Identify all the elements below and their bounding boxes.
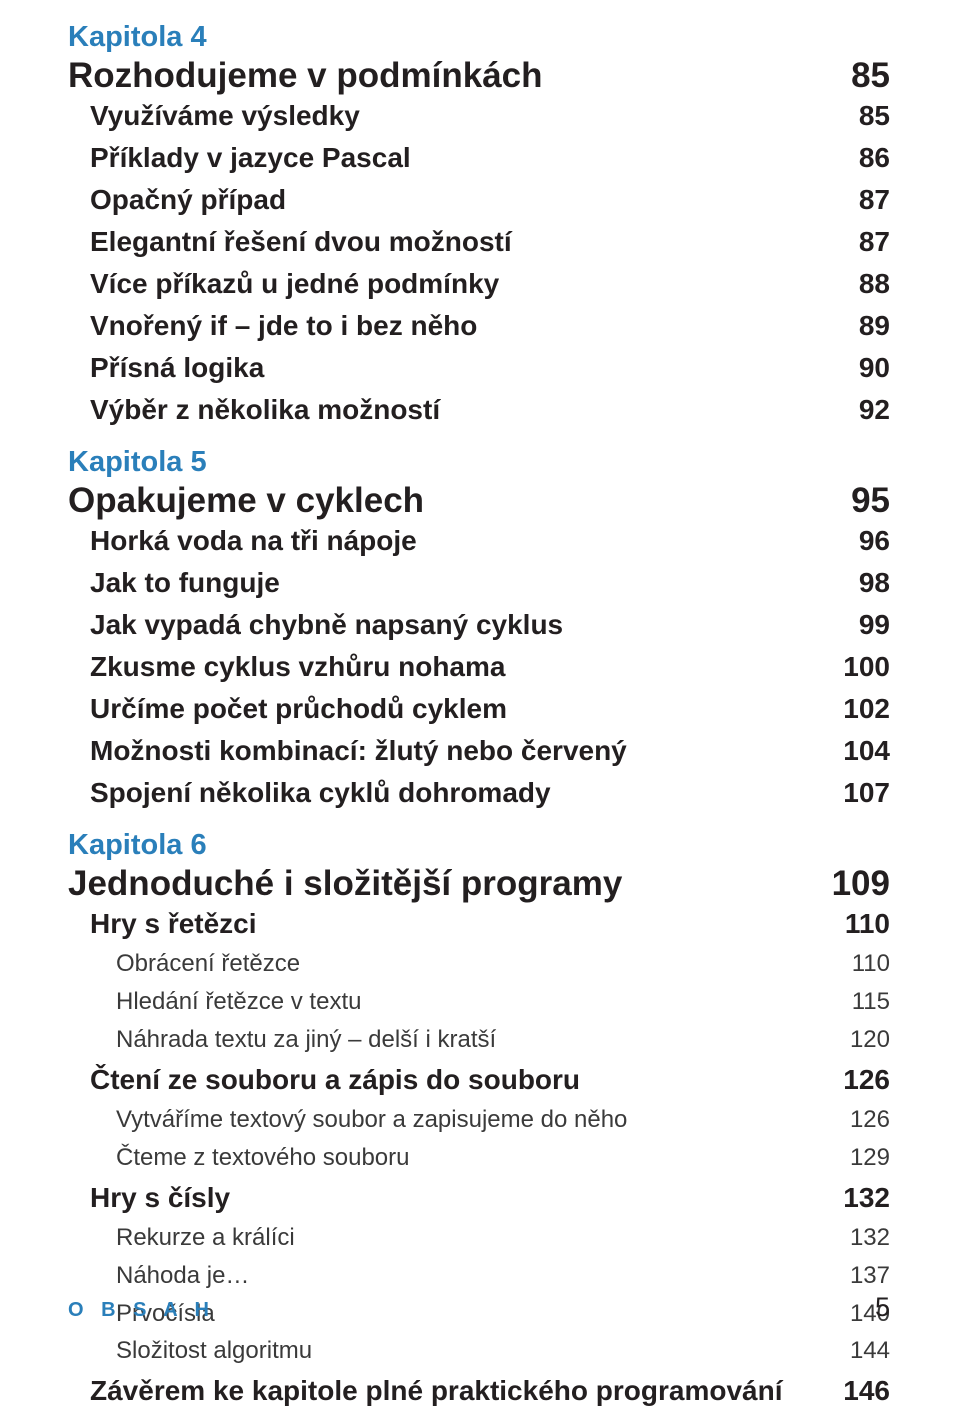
chapter-title-row: Jednoduché i složitější programy 109 <box>68 864 890 903</box>
subsection-page: 126 <box>850 1101 890 1139</box>
section-page: 100 <box>843 646 890 688</box>
chapter-page: 109 <box>832 864 890 903</box>
footer-page-number: 5 <box>875 1292 890 1323</box>
toc-section: Hry s řetězci 110 <box>68 903 890 945</box>
subsection-title: Složitost algoritmu <box>116 1332 312 1370</box>
chapter-title-text: Rozhodujeme v podmínkách <box>68 56 543 95</box>
toc-section: Horká voda na tři nápoje 96 <box>68 520 890 562</box>
section-page: 146 <box>843 1370 890 1412</box>
section-title: Hry s řetězci <box>90 903 257 945</box>
toc-subsection: Složitost algoritmu 144 <box>68 1332 890 1370</box>
toc-section: Spojení několika cyklů dohromady 107 <box>68 772 890 814</box>
toc-section: Vnořený if – jde to i bez něho 89 <box>68 305 890 347</box>
section-page: 98 <box>859 562 890 604</box>
toc-subsection: Náhoda je… 137 <box>68 1257 890 1295</box>
chapter-page: 95 <box>851 481 890 520</box>
section-title: Spojení několika cyklů dohromady <box>90 772 551 814</box>
footer-label: O B S A H <box>68 1299 215 1322</box>
section-title: Jak to funguje <box>90 562 280 604</box>
section-title: Výběr z několika možností <box>90 389 440 431</box>
section-page: 89 <box>859 305 890 347</box>
toc-section: Opačný případ 87 <box>68 179 890 221</box>
toc-subsection: Obrácení řetězce 110 <box>68 945 890 983</box>
chapter-label: Kapitola 6 <box>68 830 890 862</box>
toc-section: Závěrem ke kapitole plné praktického pro… <box>68 1370 890 1412</box>
section-title: Příklady v jazyce Pascal <box>90 137 411 179</box>
toc-section: Čtení ze souboru a zápis do souboru 126 <box>68 1059 890 1101</box>
section-title: Horká voda na tři nápoje <box>90 520 417 562</box>
section-title: Elegantní řešení dvou možností <box>90 221 512 263</box>
toc-section: Zkusme cyklus vzhůru nohama 100 <box>68 646 890 688</box>
chapter-4: Kapitola 4 Rozhodujeme v podmínkách 85 V… <box>68 22 890 431</box>
section-title: Hry s čísly <box>90 1177 230 1219</box>
section-title: Více příkazů u jedné podmínky <box>90 263 499 305</box>
section-page: 87 <box>859 179 890 221</box>
subsection-page: 132 <box>850 1219 890 1257</box>
chapter-title-row: Rozhodujeme v podmínkách 85 <box>68 56 890 95</box>
subsection-title: Hledání řetězce v textu <box>116 983 361 1021</box>
subsection-title: Rekurze a králíci <box>116 1219 295 1257</box>
section-page: 85 <box>859 95 890 137</box>
toc-subsection: Čteme z textového souboru 129 <box>68 1139 890 1177</box>
subsection-page: 144 <box>850 1332 890 1370</box>
page-footer: O B S A H 5 <box>68 1292 890 1323</box>
chapter-label: Kapitola 4 <box>68 22 890 54</box>
section-page: 96 <box>859 520 890 562</box>
chapter-6: Kapitola 6 Jednoduché i složitější progr… <box>68 830 890 1412</box>
section-page: 132 <box>843 1177 890 1219</box>
section-page: 110 <box>845 903 890 945</box>
subsection-title: Obrácení řetězce <box>116 945 300 983</box>
subsection-page: 120 <box>850 1021 890 1059</box>
section-page: 88 <box>859 263 890 305</box>
toc-section: Příklady v jazyce Pascal 86 <box>68 137 890 179</box>
section-page: 92 <box>859 389 890 431</box>
section-page: 90 <box>859 347 890 389</box>
section-page: 107 <box>843 772 890 814</box>
section-title: Závěrem ke kapitole plné praktického pro… <box>90 1370 782 1412</box>
toc-section: Přísná logika 90 <box>68 347 890 389</box>
toc-section: Elegantní řešení dvou možností 87 <box>68 221 890 263</box>
toc-subsection: Hledání řetězce v textu 115 <box>68 983 890 1021</box>
toc-subsection: Rekurze a králíci 132 <box>68 1219 890 1257</box>
toc-section: Více příkazů u jedné podmínky 88 <box>68 263 890 305</box>
section-title: Opačný případ <box>90 179 286 221</box>
chapter-5: Kapitola 5 Opakujeme v cyklech 95 Horká … <box>68 447 890 814</box>
toc-section: Výběr z několika možností 92 <box>68 389 890 431</box>
subsection-title: Náhrada textu za jiný – delší i kratší <box>116 1021 496 1059</box>
section-title: Čtení ze souboru a zápis do souboru <box>90 1059 580 1101</box>
toc-section: Hry s čísly 132 <box>68 1177 890 1219</box>
section-title: Jak vypadá chybně napsaný cyklus <box>90 604 563 646</box>
section-title: Využíváme výsledky <box>90 95 360 137</box>
section-page: 104 <box>843 730 890 772</box>
section-title: Vnořený if – jde to i bez něho <box>90 305 477 347</box>
section-page: 87 <box>859 221 890 263</box>
section-title: Určíme počet průchodů cyklem <box>90 688 507 730</box>
section-page: 99 <box>859 604 890 646</box>
chapter-page: 85 <box>851 56 890 95</box>
section-page: 86 <box>859 137 890 179</box>
section-title: Přísná logika <box>90 347 264 389</box>
toc-section: Jak vypadá chybně napsaný cyklus 99 <box>68 604 890 646</box>
subsection-page: 137 <box>850 1257 890 1295</box>
section-page: 126 <box>843 1059 890 1101</box>
toc-section: Využíváme výsledky 85 <box>68 95 890 137</box>
subsection-page: 110 <box>852 945 890 983</box>
toc-section: Určíme počet průchodů cyklem 102 <box>68 688 890 730</box>
chapter-title-text: Jednoduché i složitější programy <box>68 864 622 903</box>
subsection-page: 115 <box>852 983 890 1021</box>
toc-subsection: Vytváříme textový soubor a zapisujeme do… <box>68 1101 890 1139</box>
chapter-title-text: Opakujeme v cyklech <box>68 481 424 520</box>
toc-section: Jak to funguje 98 <box>68 562 890 604</box>
subsection-title: Čteme z textového souboru <box>116 1139 410 1177</box>
toc-section: Možnosti kombinací: žlutý nebo červený 1… <box>68 730 890 772</box>
chapter-label: Kapitola 5 <box>68 447 890 479</box>
chapter-title-row: Opakujeme v cyklech 95 <box>68 481 890 520</box>
section-page: 102 <box>843 688 890 730</box>
subsection-title: Náhoda je… <box>116 1257 249 1295</box>
subsection-title: Vytváříme textový soubor a zapisujeme do… <box>116 1101 627 1139</box>
section-title: Možnosti kombinací: žlutý nebo červený <box>90 730 627 772</box>
section-title: Zkusme cyklus vzhůru nohama <box>90 646 505 688</box>
subsection-page: 129 <box>850 1139 890 1177</box>
toc-subsection: Náhrada textu za jiný – delší i kratší 1… <box>68 1021 890 1059</box>
